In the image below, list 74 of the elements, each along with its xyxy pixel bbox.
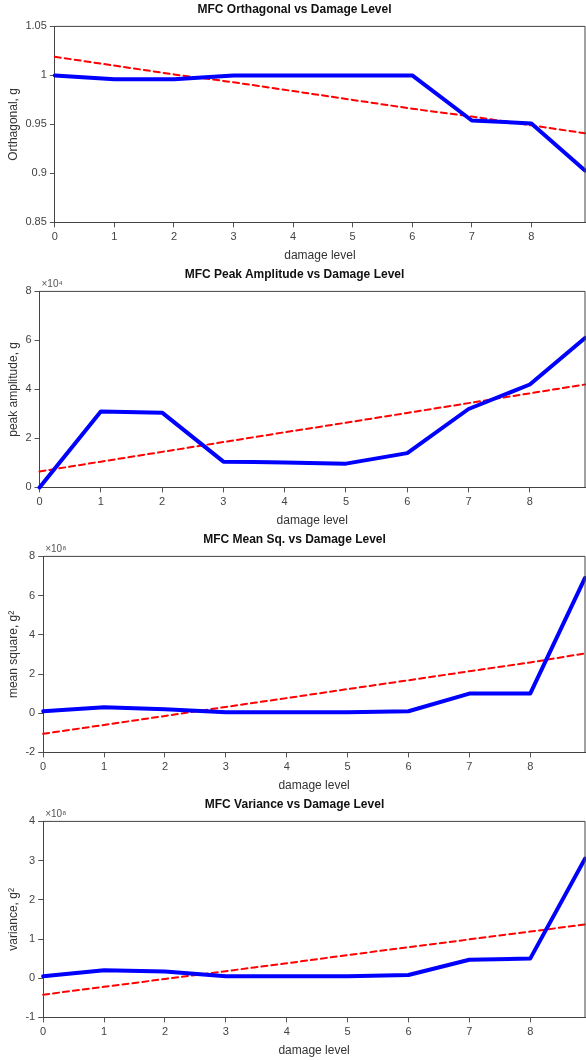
chart-title: MFC Mean Sq. vs Damage Level	[203, 531, 386, 546]
x-axis-title: damage level	[284, 248, 356, 263]
y-tick-label: 1.05	[25, 19, 47, 32]
x-tick-label: 8	[527, 760, 534, 773]
x-tick-label: 8	[527, 1025, 534, 1038]
y-tick-label: 4	[29, 814, 36, 827]
x-axis-title: damage level	[276, 513, 348, 528]
y-tick-label: 0.85	[25, 215, 47, 228]
x-tick-label: 1	[101, 760, 108, 773]
x-tick-label: 4	[290, 230, 297, 243]
x-tick-label: 7	[465, 495, 472, 508]
y-tick-label: 0	[29, 706, 36, 719]
x-tick-label: 7	[466, 760, 473, 773]
y-tick-label: 0	[29, 971, 36, 984]
y-tick-label: 2	[29, 892, 36, 905]
x-tick-label: 4	[281, 495, 288, 508]
x-tick-label: 3	[230, 230, 237, 243]
x-tick-label: 3	[222, 1025, 229, 1038]
y-tick-label: 0.95	[25, 117, 47, 130]
x-tick-label: 8	[528, 230, 535, 243]
y-tick-label: 0	[25, 480, 32, 493]
y-tick-label: 8	[25, 284, 32, 297]
y-tick-label: 4	[29, 627, 36, 640]
text: ×10⁸	[45, 808, 67, 820]
y-axis-title: Orthagonal, g	[5, 88, 20, 161]
y-tick-label: 6	[29, 588, 36, 601]
x-tick-label: 7	[466, 1025, 473, 1038]
y-axis-title: mean square, g²	[5, 610, 20, 699]
line-series	[38, 383, 586, 473]
x-tick-label: 7	[468, 230, 475, 243]
y-tick-label: 3	[29, 853, 36, 866]
y-tick-label: 1	[40, 68, 47, 81]
y-tick-label: 0.9	[31, 166, 47, 179]
y-tick-label: 6	[25, 333, 32, 346]
x-tick-label: 5	[344, 1025, 351, 1038]
x-tick-label: 1	[101, 1025, 108, 1038]
chart-title: MFC Peak Amplitude vs Damage Level	[184, 266, 405, 281]
x-tick-label: 2	[161, 760, 168, 773]
x-tick-label: 3	[220, 495, 227, 508]
y-tick-label: 4	[25, 382, 32, 395]
text: ×10⁸	[45, 543, 67, 555]
y-tick-label: -2	[25, 745, 36, 758]
x-tick-label: 2	[170, 230, 178, 243]
line-series	[42, 652, 586, 735]
x-tick-label: 5	[349, 230, 356, 243]
text: ×10⁴	[41, 278, 63, 290]
y-axis-title: peak amplitude, g	[5, 342, 20, 437]
x-axis-title: damage level	[278, 778, 350, 793]
x-tick-label: 4	[283, 760, 290, 773]
x-tick-label: 6	[404, 495, 411, 508]
x-tick-label: 0	[51, 230, 58, 243]
y-tick-label: -1	[25, 1010, 36, 1023]
x-tick-label: 3	[222, 760, 229, 773]
x-tick-label: 6	[405, 760, 412, 773]
line-series	[42, 923, 586, 996]
chart-title: MFC Variance vs Damage Level	[204, 796, 385, 811]
y-tick-label: 2	[25, 431, 32, 444]
x-tick-label: 1	[111, 230, 118, 243]
x-tick-label: 6	[409, 230, 416, 243]
x-axis-title: damage level	[278, 1043, 350, 1058]
line-series	[53, 55, 586, 135]
y-tick-label: 1	[29, 932, 36, 945]
x-tick-label: 2	[161, 1025, 168, 1038]
x-tick-label: 2	[159, 495, 166, 508]
x-tick-label: 5	[342, 495, 350, 508]
x-tick-label: 6	[405, 1025, 412, 1038]
y-axis-title: variance, g²	[5, 888, 20, 951]
chart-title: MFC Orthagonal vs Damage Level	[197, 1, 392, 16]
y-tick-label: 2	[29, 667, 36, 680]
x-tick-label: 5	[344, 760, 351, 773]
x-tick-label: 4	[283, 1025, 290, 1038]
x-tick-label: 8	[526, 495, 533, 508]
y-tick-label: 8	[29, 549, 36, 562]
x-tick-label: 1	[97, 495, 104, 508]
